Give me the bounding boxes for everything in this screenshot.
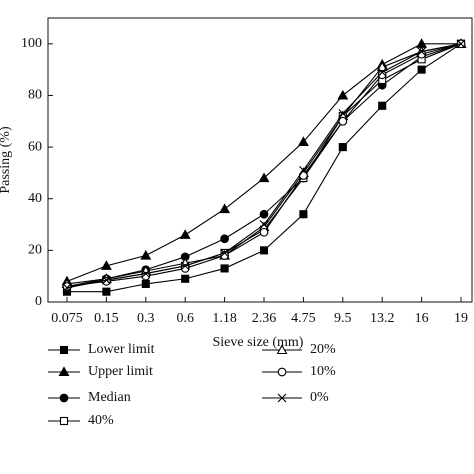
- legend-marker: [276, 344, 288, 355]
- x-tick-label: 1.18: [212, 311, 237, 326]
- data-point: [378, 101, 387, 110]
- x-tick-label: 4.75: [291, 311, 316, 326]
- x-axis-label: Sieve size (mm): [213, 335, 304, 350]
- legend-marker: [277, 367, 287, 377]
- y-tick-label: 100: [21, 36, 42, 51]
- legend-label: 10%: [310, 364, 336, 379]
- data-point: [141, 269, 151, 278]
- legend-label: Upper limit: [88, 364, 153, 379]
- x-tick-label: 16: [415, 311, 429, 326]
- data-point: [258, 172, 270, 183]
- data-point: [102, 287, 111, 296]
- legend-label: Lower limit: [88, 342, 155, 357]
- series-line: [66, 43, 461, 282]
- data-point: [297, 136, 309, 146]
- data-point: [180, 261, 190, 271]
- data-point: [62, 282, 72, 291]
- x-tick-label: 2.36: [252, 311, 277, 326]
- plot-frame: [47, 17, 473, 303]
- data-point: [337, 89, 349, 100]
- legend-marker: [59, 345, 69, 355]
- x-tick-label: 0.075: [51, 311, 83, 326]
- data-point: [377, 67, 387, 77]
- data-point: [338, 109, 348, 118]
- data-point: [179, 229, 191, 239]
- y-axis-label: Passing (%): [0, 126, 13, 194]
- data-point: [220, 234, 229, 244]
- x-tick-label: 0.3: [137, 311, 155, 326]
- data-point: [62, 283, 72, 293]
- y-tick-label: 20: [28, 243, 42, 258]
- y-tick-label: 0: [35, 294, 42, 309]
- data-point: [102, 276, 111, 286]
- y-tick-label: 80: [28, 88, 42, 103]
- data-point: [140, 249, 152, 260]
- data-point: [102, 275, 111, 285]
- data-point: [338, 143, 347, 152]
- data-point: [417, 47, 426, 56]
- data-point: [100, 260, 112, 270]
- legend-marker: [58, 366, 70, 377]
- legend-marker: [277, 393, 287, 403]
- x-tick-label: 9.5: [334, 311, 352, 326]
- data-point: [299, 165, 308, 175]
- y-tick-label: 40: [28, 191, 42, 206]
- legend-label: 40%: [88, 413, 114, 428]
- data-point: [220, 248, 229, 258]
- data-point: [220, 264, 229, 273]
- data-point: [338, 116, 348, 126]
- legend-label: 20%: [310, 342, 336, 357]
- data-point: [417, 65, 426, 74]
- data-point: [456, 39, 466, 49]
- data-point: [259, 220, 269, 229]
- data-point: [219, 203, 231, 214]
- data-point: [259, 227, 269, 237]
- x-tick-label: 0.15: [94, 311, 119, 326]
- data-point: [259, 246, 269, 255]
- data-point: [141, 279, 150, 288]
- legend-label: 0%: [310, 390, 329, 405]
- data-point: [259, 209, 269, 219]
- data-point: [299, 210, 308, 219]
- legend-marker: [59, 416, 69, 426]
- series-line: [67, 43, 462, 293]
- data-point: [181, 274, 190, 283]
- legend-label: Median: [88, 390, 131, 405]
- x-tick-label: 0.6: [176, 311, 194, 326]
- x-tick-label: 19: [454, 311, 468, 326]
- legend-marker: [59, 393, 69, 403]
- data-point: [377, 70, 387, 80]
- x-tick-label: 13.2: [370, 311, 395, 326]
- y-tick-label: 60: [28, 139, 42, 154]
